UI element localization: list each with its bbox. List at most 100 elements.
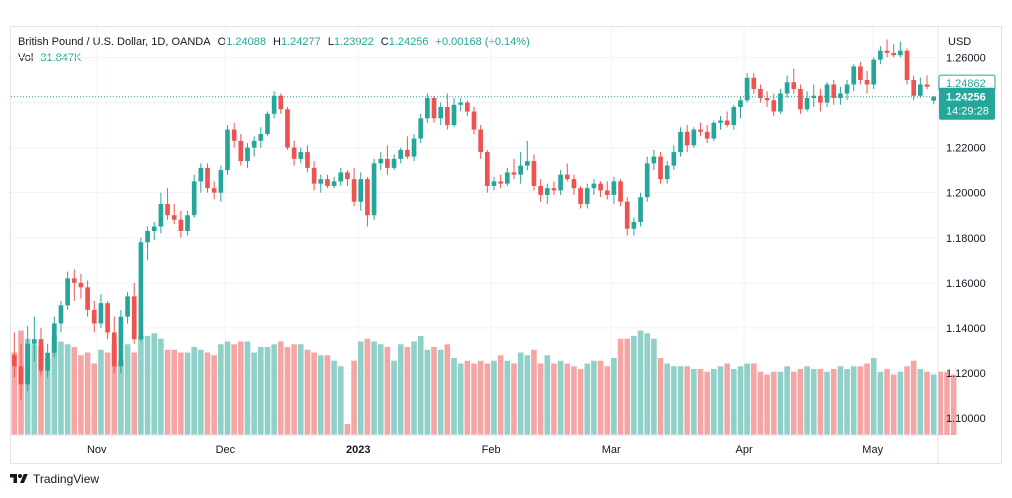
candle[interactable] (878, 46, 883, 65)
candle[interactable] (151, 221, 157, 241)
candle[interactable] (611, 176, 617, 204)
candle[interactable] (491, 176, 497, 191)
candle[interactable] (118, 309, 124, 374)
candle[interactable] (65, 271, 70, 310)
candle[interactable] (445, 93, 450, 130)
candle[interactable] (305, 145, 310, 173)
candle[interactable] (371, 158, 377, 220)
candle[interactable] (451, 98, 457, 128)
candle[interactable] (504, 167, 510, 186)
candle[interactable] (405, 136, 410, 159)
candle[interactable] (751, 73, 757, 94)
candle[interactable] (598, 181, 603, 198)
candle[interactable] (178, 210, 184, 238)
candle[interactable] (911, 75, 917, 101)
candle[interactable] (838, 86, 843, 105)
candle[interactable] (218, 165, 224, 202)
candle[interactable] (604, 181, 610, 200)
candle[interactable] (871, 57, 877, 89)
candle[interactable] (498, 174, 503, 189)
candle[interactable] (778, 88, 783, 114)
candle[interactable] (245, 143, 250, 168)
candle[interactable] (904, 48, 910, 85)
candle[interactable] (551, 181, 557, 195)
candle[interactable] (458, 98, 464, 112)
candle[interactable] (258, 127, 264, 148)
candle[interactable] (325, 174, 330, 189)
candle[interactable] (105, 300, 110, 340)
candle[interactable] (158, 192, 164, 234)
candle[interactable] (824, 82, 830, 108)
candle[interactable] (591, 179, 597, 195)
candle[interactable] (31, 316, 37, 362)
candle[interactable] (858, 61, 863, 85)
candle[interactable] (524, 140, 530, 171)
candle[interactable] (131, 282, 137, 344)
candle[interactable] (398, 147, 404, 164)
candle[interactable] (165, 188, 170, 220)
candle[interactable] (624, 197, 630, 236)
candle[interactable] (731, 104, 737, 130)
candle[interactable] (891, 43, 897, 58)
candle[interactable] (51, 316, 57, 358)
candle[interactable] (571, 174, 577, 195)
candle[interactable] (678, 127, 683, 157)
candle[interactable] (671, 145, 677, 171)
candle[interactable] (271, 91, 277, 119)
candle[interactable] (391, 154, 397, 171)
candle[interactable] (744, 73, 750, 103)
candle[interactable] (338, 167, 344, 186)
candle[interactable] (11, 332, 17, 378)
candle[interactable] (38, 327, 44, 376)
candle[interactable] (684, 125, 690, 153)
candle[interactable] (764, 91, 770, 108)
candle[interactable] (98, 294, 104, 328)
candle[interactable] (351, 167, 357, 207)
candle[interactable] (851, 64, 857, 92)
candle[interactable] (638, 192, 643, 227)
candle[interactable] (511, 158, 517, 180)
candle[interactable] (418, 113, 424, 144)
candle[interactable] (411, 134, 417, 162)
candle[interactable] (278, 93, 284, 114)
candle[interactable] (138, 237, 144, 342)
candle[interactable] (651, 149, 657, 171)
candle[interactable] (78, 273, 84, 299)
candle[interactable] (544, 183, 550, 204)
candle[interactable] (331, 176, 337, 189)
candle[interactable] (704, 125, 710, 144)
candle[interactable] (478, 125, 483, 159)
candle[interactable] (291, 140, 297, 166)
candle[interactable] (145, 226, 150, 261)
candle[interactable] (531, 154, 537, 191)
candle[interactable] (318, 174, 324, 193)
candle[interactable] (711, 120, 717, 141)
candle[interactable] (385, 145, 390, 175)
candle[interactable] (198, 163, 204, 193)
candle[interactable] (185, 210, 190, 236)
candle[interactable] (58, 300, 64, 333)
candle[interactable] (471, 107, 477, 135)
candle[interactable] (365, 176, 370, 227)
candle[interactable] (45, 343, 50, 378)
candle[interactable] (724, 111, 730, 128)
candle[interactable] (125, 291, 130, 324)
candle[interactable] (924, 75, 930, 89)
candle[interactable] (538, 179, 543, 202)
candle[interactable] (345, 170, 350, 186)
candle[interactable] (191, 174, 197, 218)
candle[interactable] (171, 203, 177, 225)
candle[interactable] (265, 111, 270, 137)
candle[interactable] (225, 125, 230, 175)
candle[interactable] (205, 163, 210, 193)
candle[interactable] (718, 116, 723, 130)
candle[interactable] (898, 41, 903, 58)
candle[interactable] (558, 170, 563, 195)
candle[interactable] (518, 152, 523, 184)
candle[interactable] (618, 179, 623, 207)
candle[interactable] (285, 107, 290, 150)
candle[interactable] (111, 316, 117, 374)
candle[interactable] (564, 163, 570, 182)
candle[interactable] (771, 93, 777, 117)
candle[interactable] (425, 93, 430, 123)
